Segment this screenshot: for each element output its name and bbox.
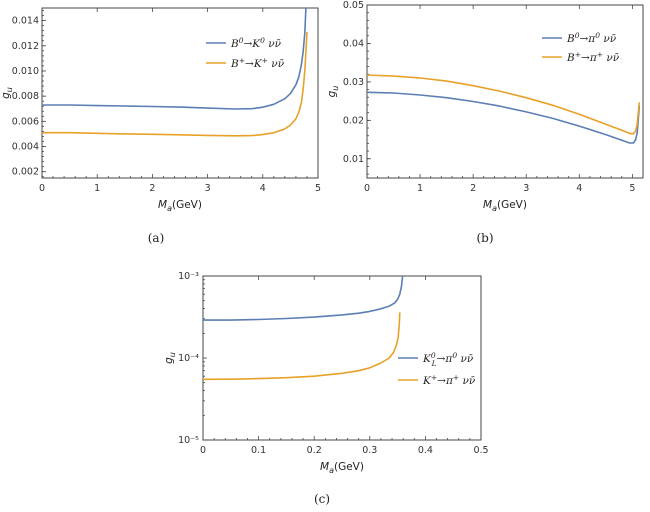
legend-label: B+→π+ νν̄ <box>566 50 620 64</box>
chart-panel-1: 0 1 2 3 4 5 0.002 0.004 0.006 0.008 0.010 0.012 0.01… <box>0 7 321 245</box>
y-tick-label: 0.04 <box>343 38 364 49</box>
y-tick-label: 10⁻⁵ <box>178 435 199 446</box>
x-tick-label: 3 <box>205 183 211 194</box>
panel-caption: (b) <box>476 231 493 245</box>
x-tick-label: 3 <box>523 183 529 194</box>
x-tick-label: 0 <box>364 183 370 194</box>
y-tick-label: 10⁻³ <box>178 271 199 282</box>
y-tick-label: 0.002 <box>12 167 39 178</box>
x-tick-label: 4 <box>576 183 582 194</box>
series-line-2 <box>367 74 641 135</box>
series-line-2 <box>203 312 401 381</box>
series-line-1 <box>367 91 641 144</box>
x-tick-label: 0.2 <box>307 445 322 456</box>
y-tick-label: 0.012 <box>12 41 39 52</box>
x-axis-label: Ma(GeV) <box>320 461 364 475</box>
x-tick-label: 2 <box>149 183 155 194</box>
x-tick-label: 5 <box>315 183 321 194</box>
legend-label: B+→K+ νν̄ <box>230 56 285 70</box>
legend-label: K+→π+ νν̄ <box>422 373 476 387</box>
y-axis-label: gu <box>326 86 340 98</box>
plot-frame <box>366 4 644 179</box>
plot-frame <box>41 7 319 179</box>
legend-label: B0→π0 νν̄ <box>566 31 617 45</box>
x-tick-label: 0.3 <box>362 445 377 456</box>
series-line-2 <box>42 31 308 137</box>
chart-panel-3: 0 0.1 0.2 0.3 0.4 0.5 10⁻⁵ 10⁻⁴ 10⁻³ Ma(GeV) gu K0 L… <box>163 271 489 506</box>
y-tick-label: 0.004 <box>12 142 39 153</box>
x-tick-label: 1 <box>94 183 100 194</box>
x-tick-label: 5 <box>629 183 635 194</box>
x-axis-label: Ma(GeV) <box>158 199 202 213</box>
panel-caption: (c) <box>314 492 330 506</box>
series-line-1 <box>203 276 404 321</box>
x-tick-label: 0.5 <box>473 445 488 456</box>
x-tick-label: 0.1 <box>251 445 266 456</box>
y-tick-label: 0.014 <box>12 16 39 27</box>
y-tick-label: 0.03 <box>343 77 364 88</box>
x-tick-label: 0.4 <box>418 445 433 456</box>
x-axis-label: Ma(GeV) <box>483 199 527 213</box>
y-tick-label: 0.008 <box>12 91 39 102</box>
y-tick-label: 10⁻⁴ <box>178 353 199 364</box>
panel-caption: (a) <box>148 231 165 245</box>
y-tick-label: 0.010 <box>12 66 39 77</box>
x-tick-label: 2 <box>470 183 476 194</box>
x-tick-label: 4 <box>260 183 266 194</box>
y-tick-label: 0.01 <box>343 154 364 165</box>
chart-panel-2: 0 1 2 3 4 5 0.01 0.02 0.03 0.04 0.05 Ma(GeV) gu B0→π0… <box>326 0 644 245</box>
y-axis-label: gu <box>0 87 14 99</box>
x-tick-label: 0 <box>39 183 45 194</box>
x-tick-label: 1 <box>417 183 423 194</box>
legend-label: K0 L→π0 νν̄ <box>422 351 474 368</box>
y-tick-label: 0.05 <box>343 0 364 11</box>
y-tick-label: 0.02 <box>343 115 364 126</box>
x-tick-label: 0 <box>200 445 206 456</box>
y-axis-label: gu <box>163 352 177 364</box>
legend-label: B0→K0 νν̄ <box>230 36 282 50</box>
y-tick-label: 0.006 <box>12 116 39 127</box>
series-line-1 <box>42 8 307 110</box>
